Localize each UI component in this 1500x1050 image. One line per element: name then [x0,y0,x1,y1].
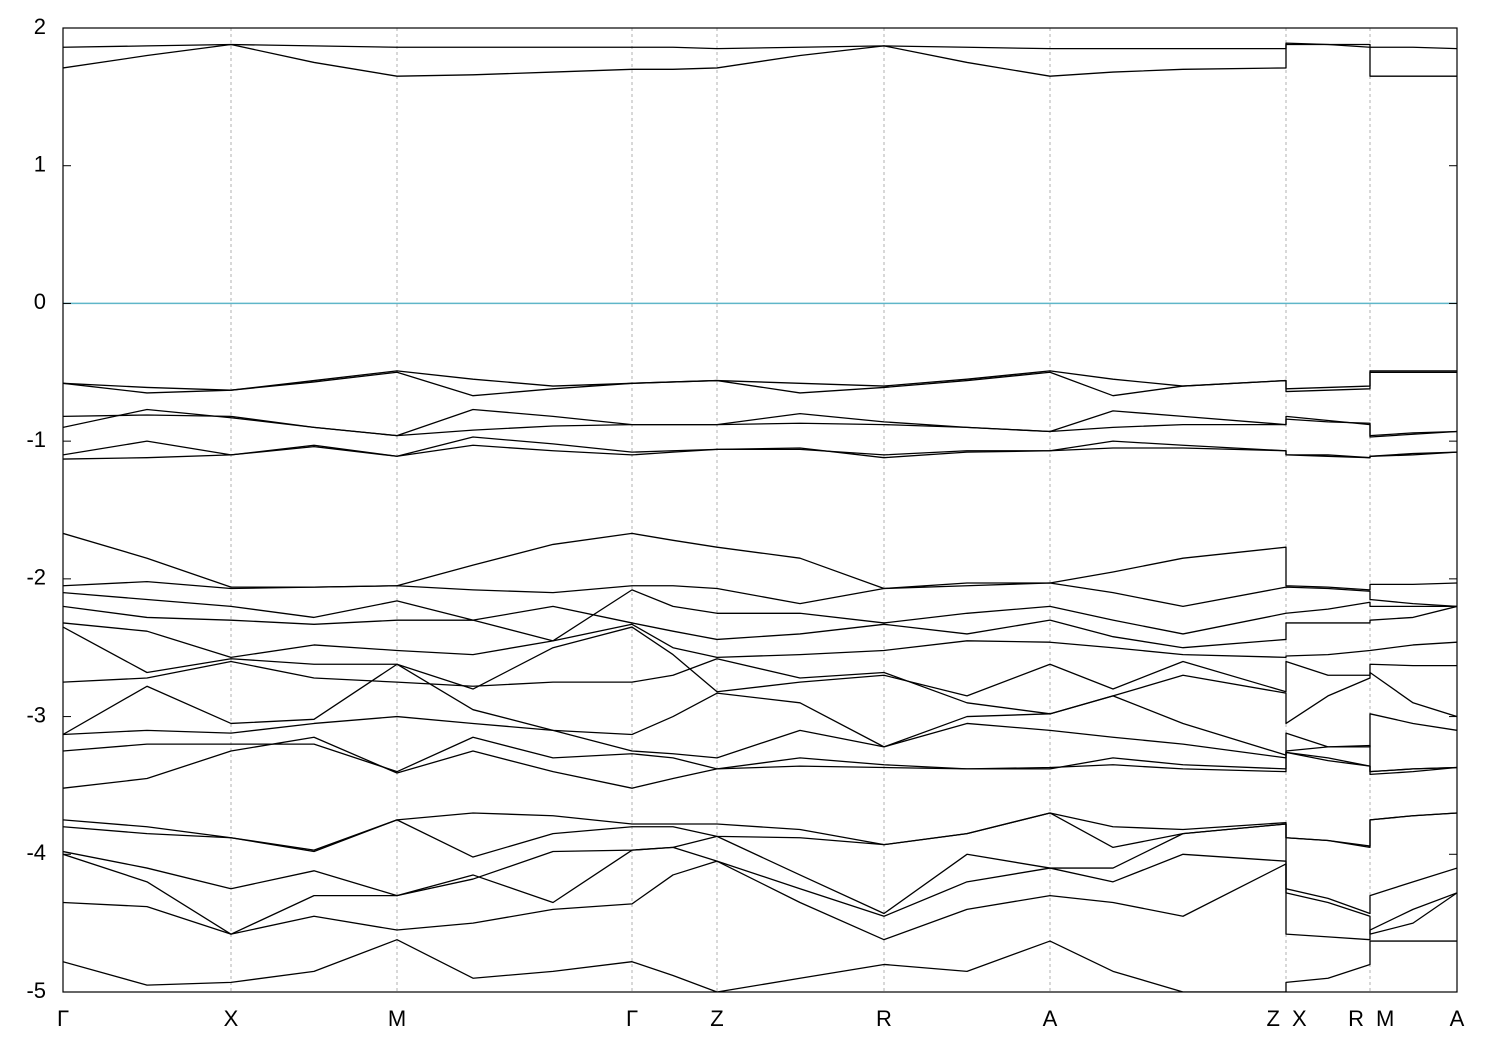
band [63,658,1457,725]
x-tick-label: Z [1267,1006,1280,1031]
y-tick-label: -2 [26,565,46,590]
band [63,715,1457,773]
x-tick-label: Z [710,1006,723,1031]
x-tick-label: A [1450,1006,1465,1031]
axes: 210-1-2-3-4-5Γ X M Γ Z R A Z X R M A [26,14,1464,1031]
band [63,532,1457,591]
bands [63,42,1457,992]
x-tick-label: M [388,1006,406,1031]
x-tick-label: X [224,1006,239,1031]
band [63,846,1457,935]
band [63,580,1457,608]
band [63,663,1457,756]
band [63,605,1457,649]
band [63,414,1457,437]
band [63,408,1457,438]
x-tick-label: Γ [57,1006,69,1031]
x-tick-label: M [1376,1006,1394,1031]
x-tick-label: A [1043,1006,1058,1031]
band [63,589,1457,642]
y-tick-label: 0 [34,289,46,314]
band [63,812,1457,858]
grid [63,28,1457,992]
band [63,823,1457,915]
x-tick-label: Γ [626,1006,638,1031]
plot-frame [62,27,1458,993]
y-tick-label: -4 [26,840,46,865]
y-tick-label: -1 [26,427,46,452]
x-tick-label: R [1348,1006,1364,1031]
x-tick-label: X [1292,1006,1307,1031]
band [63,436,1457,459]
y-tick-label: 2 [34,14,46,39]
band [63,370,1457,391]
band [63,444,1457,460]
y-tick-label: 1 [34,152,46,177]
x-tick-label: R [876,1006,892,1031]
band [63,736,1457,773]
y-tick-label: -3 [26,702,46,727]
band [63,812,1457,853]
band [63,860,1457,941]
band [63,371,1457,397]
band [63,736,1457,789]
band [63,939,1457,992]
band [63,626,1457,697]
band [63,622,1457,658]
band [63,42,1457,50]
y-tick-label: -5 [26,978,46,1003]
